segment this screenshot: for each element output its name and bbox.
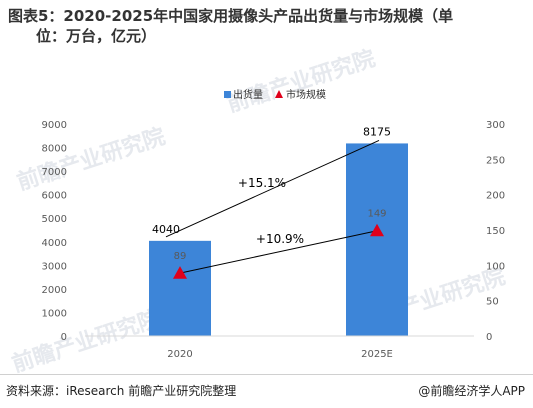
left-axis: 0 1000 2000 3000 4000 5000 6000 7000 8000 9000 bbox=[42, 120, 67, 343]
legend-label-shipments: 出货量 bbox=[233, 88, 263, 101]
right-axis-tick-label: 100 bbox=[486, 261, 505, 272]
marker-value-label: 149 bbox=[367, 209, 386, 220]
trend-line-market-size bbox=[179, 230, 378, 274]
marker-market-size-2020 bbox=[173, 266, 187, 279]
left-axis-tick-label: 3000 bbox=[42, 261, 67, 272]
bar-value-label: 4040 bbox=[152, 223, 180, 236]
chart-title-line-1: 图表5：2020-2025年中国家用摄像头产品出货量与市场规模（单 bbox=[8, 7, 454, 25]
legend-swatch-shipments bbox=[224, 91, 231, 98]
bar-shipments-2025E bbox=[346, 143, 408, 336]
x-axis-tick-label: 2025E bbox=[361, 349, 393, 360]
bar-value-label: 8175 bbox=[363, 125, 391, 138]
right-axis: 0 50 100 150 200 250 300 bbox=[486, 120, 505, 343]
legend-swatch-market-size bbox=[275, 90, 283, 98]
trend-lines bbox=[165, 139, 380, 274]
growth-annotation-market-size: +10.9% bbox=[256, 232, 304, 246]
source-note: 资料来源：iResearch 前瞻产业研究院整理 bbox=[6, 384, 237, 398]
left-axis-tick-label: 4000 bbox=[42, 238, 67, 249]
bars bbox=[149, 143, 408, 336]
x-axis: 2020 2025E bbox=[85, 335, 474, 360]
right-axis-tick-label: 150 bbox=[486, 226, 505, 237]
legend: 出货量 市场规模 bbox=[224, 88, 326, 101]
watermark-text: 前瞻产业研究院 bbox=[14, 123, 169, 195]
left-axis-tick-label: 2000 bbox=[42, 285, 67, 296]
right-axis-tick-label: 300 bbox=[486, 120, 505, 131]
left-axis-tick-label: 5000 bbox=[42, 214, 67, 225]
right-axis-tick-label: 0 bbox=[486, 332, 492, 343]
left-axis-tick-label: 7000 bbox=[42, 167, 67, 178]
footer: 资料来源：iResearch 前瞻产业研究院整理 @前瞻经济学人APP bbox=[0, 374, 533, 408]
chart-title-line-2: 位：万台，亿元） bbox=[36, 27, 157, 45]
legend-label-market-size: 市场规模 bbox=[286, 88, 326, 101]
marker-market-size-2025E bbox=[370, 223, 384, 237]
watermark-text: 前瞻产业研究院 bbox=[9, 305, 164, 374]
chart-title: 图表5：2020-2025年中国家用摄像头产品出货量与市场规模（单 位：万台，亿… bbox=[8, 6, 526, 46]
watermark-text: 前瞻产业研究院 bbox=[224, 45, 379, 117]
left-axis-tick-label: 6000 bbox=[42, 191, 67, 202]
left-axis-tick-label: 1000 bbox=[42, 308, 67, 319]
left-axis-tick-label: 9000 bbox=[42, 120, 67, 131]
right-axis-tick-label: 250 bbox=[486, 155, 505, 166]
left-axis-tick-label: 0 bbox=[61, 332, 67, 343]
right-axis-tick-label: 50 bbox=[486, 297, 499, 308]
right-axis-tick-label: 200 bbox=[486, 191, 505, 202]
growth-annotation-shipments: +15.1% bbox=[238, 176, 286, 190]
x-axis-tick-label: 2020 bbox=[167, 349, 192, 360]
trend-line-shipments bbox=[165, 139, 380, 238]
left-axis-tick-label: 8000 bbox=[42, 144, 67, 155]
marker-value-label: 89 bbox=[174, 251, 187, 262]
data-labels: 4040 8175 89 149 +15.1% +10.9% bbox=[152, 125, 391, 262]
markers bbox=[173, 223, 384, 279]
brand-credit: @前瞻经济学人APP bbox=[418, 384, 525, 398]
bar-shipments-2020 bbox=[149, 240, 211, 336]
